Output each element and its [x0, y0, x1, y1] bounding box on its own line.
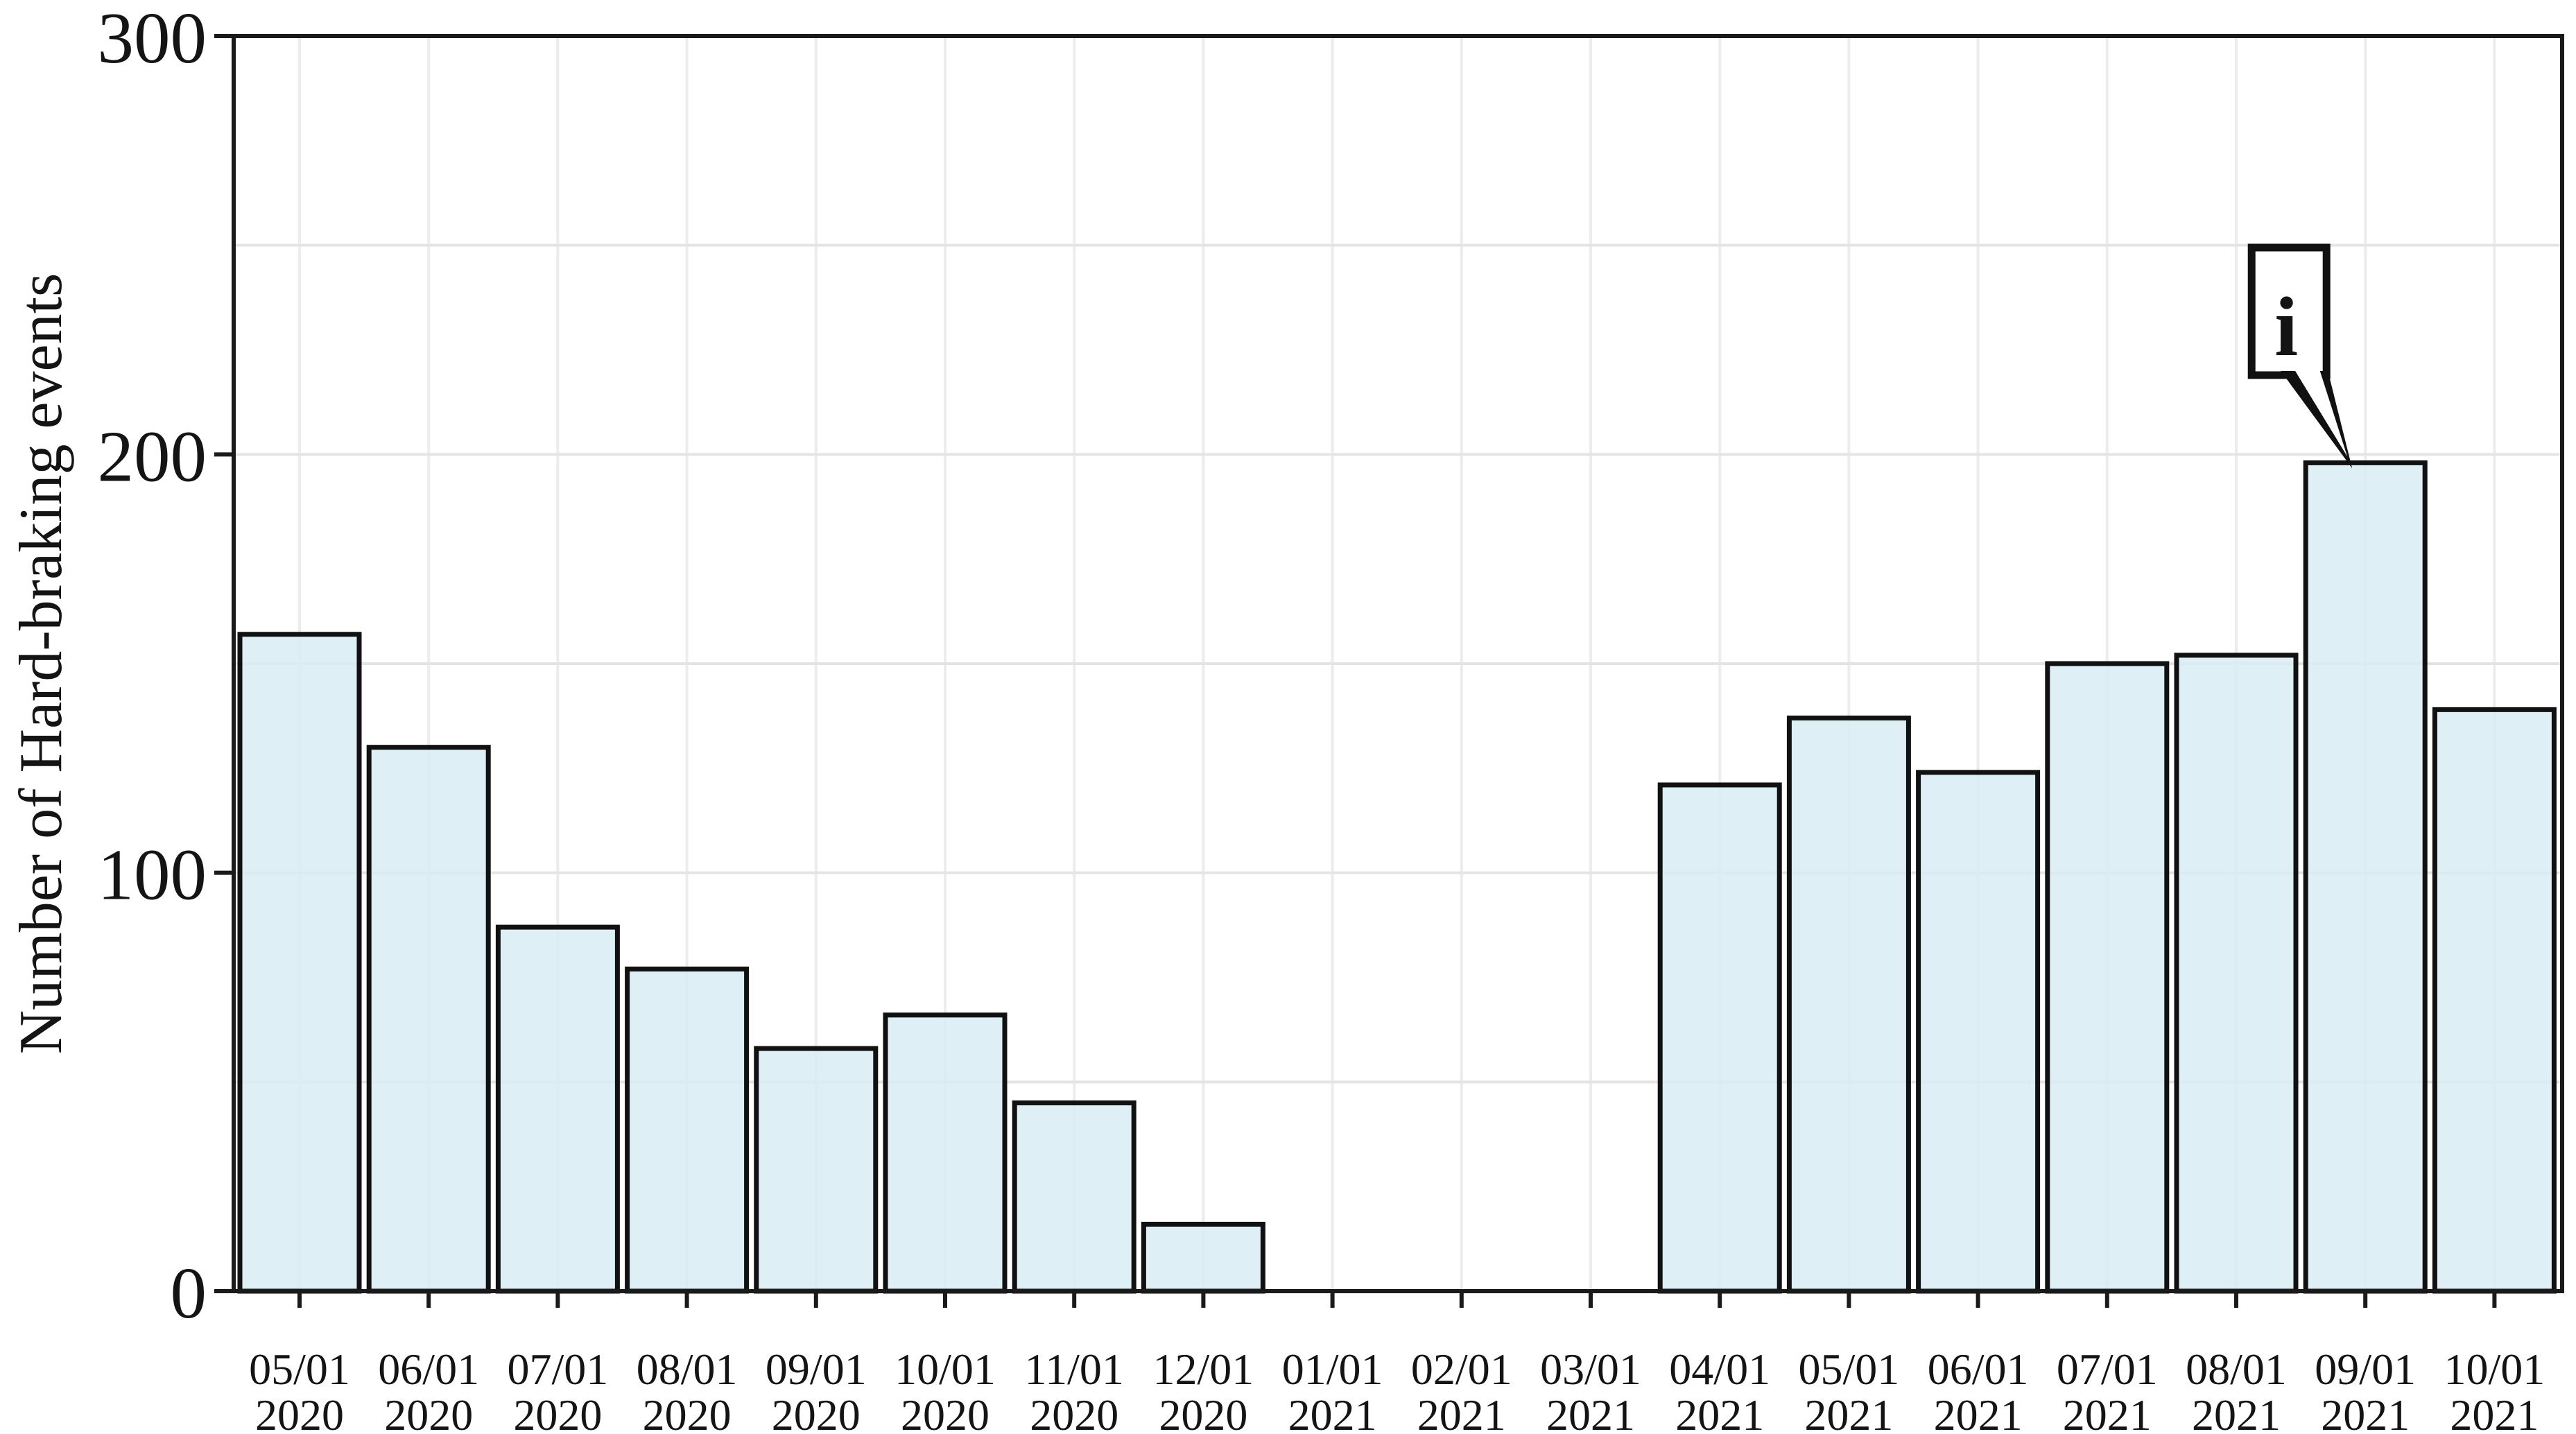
y-tick-label: 200 [98, 415, 207, 496]
bar-10-01-2021 [2432, 707, 2557, 1294]
y-axis-title-group: Number of Hard-braking events [8, 273, 75, 1055]
x-tick-label-date: 06/01 [1928, 1345, 2029, 1394]
x-tick-label-year: 2020 [643, 1390, 732, 1434]
bar-06-01-2021 [1916, 770, 2041, 1294]
x-tick-label-year: 2021 [2450, 1390, 2539, 1434]
x-tick-label-year: 2021 [1546, 1390, 1635, 1434]
x-tick-label-year: 2021 [1804, 1390, 1893, 1434]
x-tick-label-year: 2021 [1934, 1390, 2023, 1434]
annotation-label: i [2274, 280, 2298, 374]
x-tick-label-year: 2021 [1417, 1390, 1506, 1434]
bar-08-01-2021 [2174, 653, 2299, 1294]
x-tick-label-date: 07/01 [508, 1345, 609, 1394]
x-tick-label-date: 10/01 [894, 1345, 996, 1394]
bar-05-01-2021 [1786, 715, 1911, 1294]
x-tick-label-year: 2020 [513, 1390, 602, 1434]
x-tick-label-year: 2020 [384, 1390, 473, 1434]
x-tick-label-year: 2020 [1159, 1390, 1247, 1434]
x-tick-label-date: 12/01 [1153, 1345, 1254, 1394]
x-tick-label-date: 08/01 [637, 1345, 738, 1394]
y-tick-label: 300 [98, 0, 207, 78]
x-tick-label-date: 08/01 [2186, 1345, 2287, 1394]
horizontal-gridlines [234, 243, 2562, 1084]
bar-07-01-2021 [2045, 661, 2170, 1294]
bar-09-01-2020 [754, 1046, 879, 1294]
x-tick-label-year: 2021 [2192, 1390, 2281, 1434]
bar-10-01-2020 [883, 1012, 1008, 1294]
x-tick-label-year: 2020 [1030, 1390, 1118, 1434]
y-tick-label: 100 [98, 834, 207, 915]
x-tick-label-date: 05/01 [1799, 1345, 1900, 1394]
x-tick-label-year: 2020 [255, 1390, 344, 1434]
x-tick-label-year: 2020 [901, 1390, 989, 1434]
x-tick-label-date: 06/01 [378, 1345, 479, 1394]
x-tick-label-date: 07/01 [2057, 1345, 2158, 1394]
x-tick-label-date: 03/01 [1540, 1345, 1641, 1394]
x-tick-label-date: 05/01 [249, 1345, 350, 1394]
bar-06-01-2020 [366, 745, 491, 1294]
x-tick-label-year: 2021 [1288, 1390, 1377, 1434]
y-tick-label: 0 [171, 1252, 207, 1333]
axis-labels: 05/01202006/01202007/01202008/01202009/0… [98, 0, 2545, 1434]
x-tick-label-year: 2021 [1675, 1390, 1764, 1434]
x-tick-label-year: 2021 [2063, 1390, 2152, 1434]
y-axis-title: Number of Hard-braking events [8, 273, 75, 1055]
x-tick-label-date: 11/01 [1024, 1345, 1123, 1394]
plot-frame [232, 34, 2564, 1293]
annotation-pointer [2281, 371, 2353, 469]
x-tick-label-date: 04/01 [1669, 1345, 1770, 1394]
callout-annotation: i [2247, 243, 2353, 469]
bar-09-01-2021 [2303, 460, 2428, 1294]
axis-ticks [214, 34, 2497, 1308]
annotation-pointer-inner [2292, 365, 2348, 457]
bar-04-01-2021 [1657, 782, 1782, 1294]
bar-05-01-2020 [237, 632, 362, 1294]
x-tick-label-date: 02/01 [1411, 1345, 1512, 1394]
x-tick-label-year: 2020 [772, 1390, 861, 1434]
panel-border [232, 34, 2564, 1293]
x-tick-label-date: 10/01 [2444, 1345, 2545, 1394]
bar-12-01-2020 [1141, 1221, 1265, 1294]
x-tick-label-year: 2021 [2321, 1390, 2410, 1434]
x-tick-label-date: 01/01 [1282, 1345, 1383, 1394]
bar-11-01-2020 [1012, 1100, 1136, 1294]
bar-07-01-2020 [495, 924, 620, 1294]
bars [237, 460, 2557, 1294]
x-tick-label-date: 09/01 [2315, 1345, 2416, 1394]
annotation-box [2247, 243, 2331, 379]
x-tick-label-date: 09/01 [766, 1345, 867, 1394]
bar-08-01-2020 [625, 966, 750, 1294]
